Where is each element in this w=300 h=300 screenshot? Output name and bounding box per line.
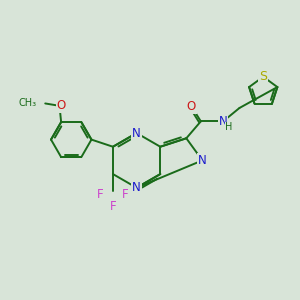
Text: F: F (110, 200, 116, 213)
Text: N: N (219, 115, 227, 128)
Text: O: O (187, 100, 196, 113)
Text: N: N (132, 181, 141, 194)
Text: S: S (259, 70, 267, 83)
Text: CH₃: CH₃ (18, 98, 36, 109)
Text: F: F (122, 188, 129, 201)
Text: F: F (97, 188, 104, 201)
Text: N: N (198, 154, 207, 167)
Text: N: N (132, 127, 141, 140)
Text: H: H (225, 122, 233, 132)
Text: O: O (57, 99, 66, 112)
